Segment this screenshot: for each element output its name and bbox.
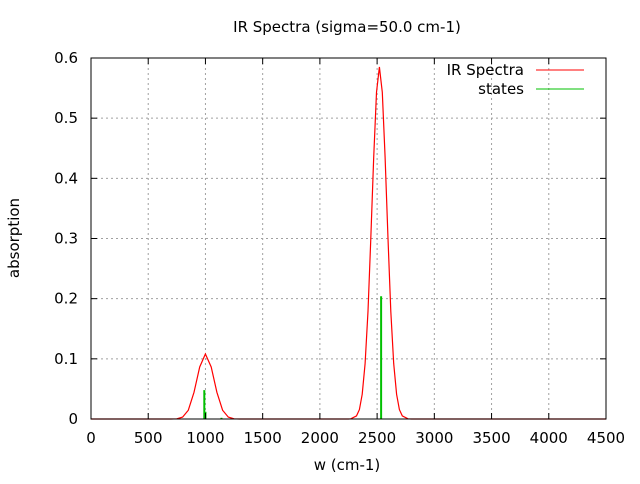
y-tick-label: 0.5 [54, 109, 78, 127]
grid [91, 58, 606, 419]
y-tick-label: 0.3 [54, 230, 78, 248]
x-tick-label: 2000 [301, 429, 339, 447]
x-tick-label: 0 [86, 429, 96, 447]
y-tick-label: 0.6 [54, 49, 78, 67]
y-tick-label: 0.1 [54, 350, 78, 368]
y-tick-label: 0 [68, 410, 78, 428]
x-tick-label: 500 [134, 429, 163, 447]
x-tick-label: 3500 [472, 429, 510, 447]
series-layer [91, 66, 606, 420]
x-tick-label: 3000 [415, 429, 453, 447]
legend-label: IR Spectra [447, 61, 524, 79]
x-tick-label: 1500 [244, 429, 282, 447]
x-tick-label: 4500 [587, 429, 625, 447]
plot-border [90, 57, 607, 420]
x-tick-label: 4000 [530, 429, 568, 447]
y-axis-label: absorption [5, 198, 23, 278]
x-axis-label: w (cm-1) [314, 456, 381, 474]
y-tick-label: 0.2 [54, 290, 78, 308]
x-tick-label: 2500 [358, 429, 396, 447]
legend-label: states [478, 80, 524, 98]
y-tick-label: 0.4 [54, 169, 78, 187]
chart-title: IR Spectra (sigma=50.0 cm-1) [233, 18, 461, 36]
ir-spectra-line [91, 66, 606, 420]
x-tick-label: 1000 [186, 429, 224, 447]
ticks: 0 500 1000 1500 2000 2500 3000 3500 4000 4500 0 0.1… [54, 49, 625, 447]
